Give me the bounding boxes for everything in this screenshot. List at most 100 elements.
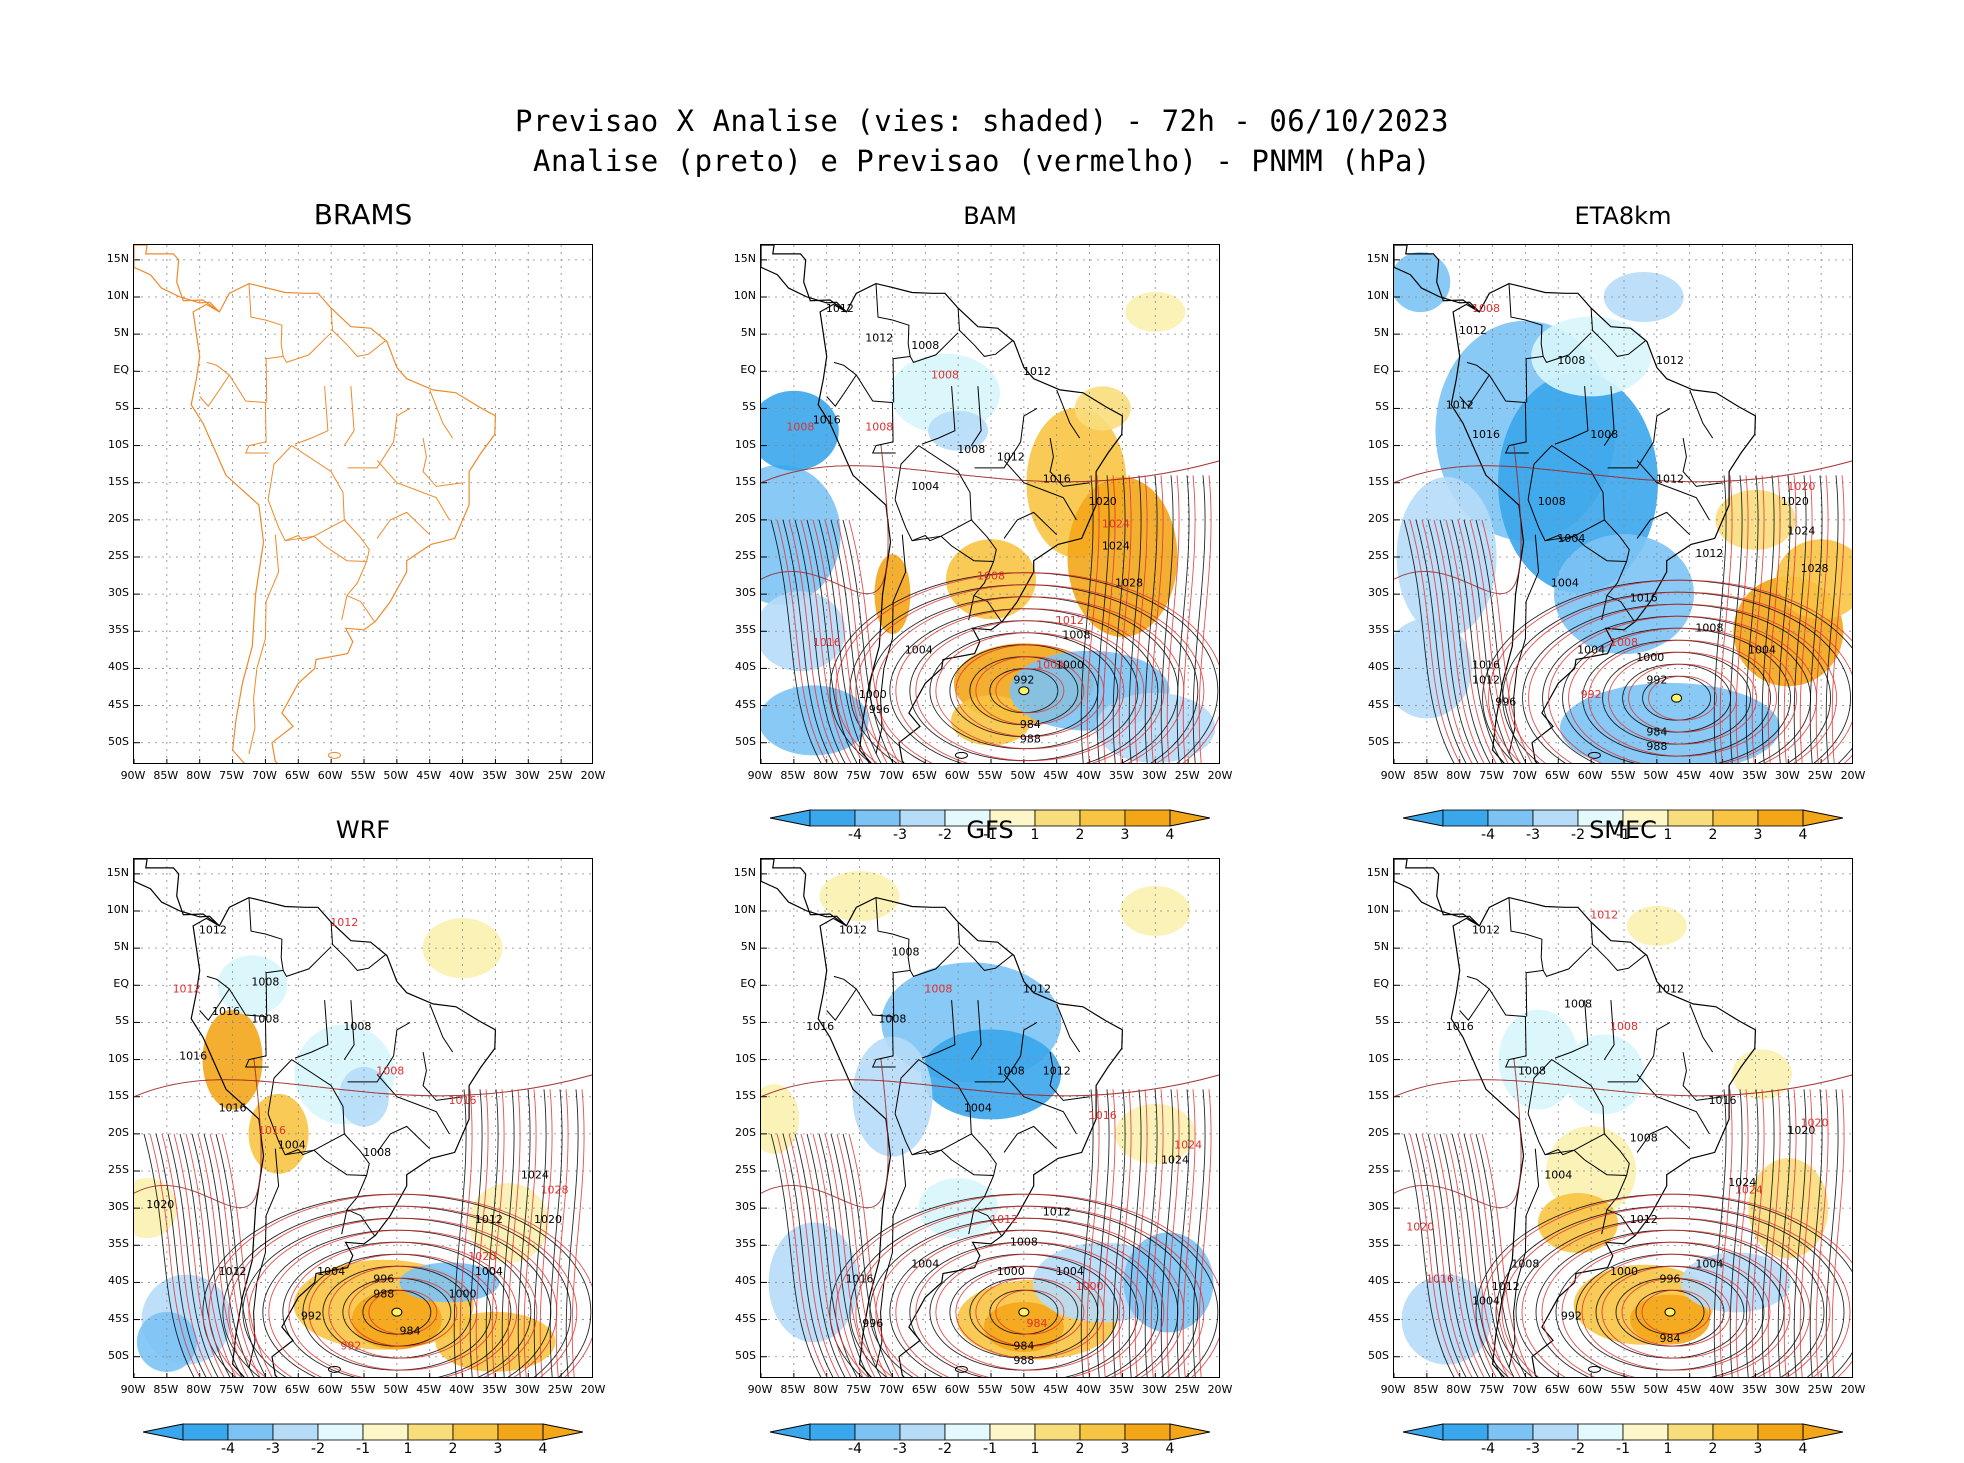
lon-tick-label: 25W (547, 769, 573, 782)
bias-shade (874, 554, 911, 635)
contour-label: 1012 (475, 1213, 503, 1226)
country-border (973, 1209, 1002, 1236)
country-border (957, 922, 1014, 971)
lon-tick-label: 90W (1380, 769, 1406, 782)
country-border (265, 332, 332, 403)
colorbar-label: -1 (356, 1441, 370, 1457)
lon-tick-label: 40W (1709, 1383, 1734, 1396)
isobar (185, 1133, 237, 1377)
graticule (134, 859, 592, 1377)
lat-tick-label: 5S (742, 1014, 756, 1028)
lon-tick-label: 80W (1446, 769, 1472, 782)
country-border (1603, 1000, 1615, 1060)
country-border (1601, 1175, 1628, 1235)
colorbar-label: -1 (1616, 1441, 1630, 1457)
country-border (422, 1052, 463, 1101)
lat-tick-label: 10S (108, 437, 129, 451)
lon-tick-label: 60W (944, 1383, 970, 1396)
isobar (348, 1277, 458, 1347)
contour-label: 1008 (931, 369, 959, 382)
country-border (911, 1148, 942, 1156)
country-border (265, 946, 332, 1017)
lon-tick-label: 85W (780, 1383, 806, 1396)
panel-title: BAM (963, 202, 1017, 230)
contour-labels: 1012 1008 1008 1008 1012 1016 1004 1008 1012 1016… (806, 923, 1202, 1367)
contour-label: 984 (400, 1324, 421, 1337)
contour-label: 1020 (1406, 1220, 1434, 1233)
lon-tick-label: 55W (977, 769, 1003, 782)
isobar (173, 1133, 225, 1377)
isobar (533, 1089, 547, 1377)
lat-tick-label: 5N (113, 940, 129, 954)
isobar (1080, 475, 1094, 763)
contour-label: 1016 (212, 1005, 240, 1018)
lon-tick-label: 30W (1774, 769, 1800, 782)
colorbar: -4 -3 -2 -1 1 2 3 4 (1402, 809, 1844, 849)
contour-label: 984 (1020, 718, 1041, 731)
isobar (1415, 1133, 1467, 1377)
lon-tick-label: 85W (153, 1383, 179, 1396)
map-eta8km: 1008 1012 1008 1012 1012 1016 1008 1008 1012 1012… (1393, 244, 1853, 764)
country-border (1544, 1148, 1575, 1156)
contour-label: 1000 (449, 1287, 477, 1300)
country-border (974, 407, 1038, 469)
country-border (347, 1021, 411, 1083)
contour-label: 984 (1660, 1332, 1681, 1345)
lon-tick-label: 55W (350, 1383, 376, 1396)
isobar (1427, 1133, 1479, 1377)
lon-tick-label: 90W (747, 769, 773, 782)
country-border (1508, 534, 1540, 755)
country-border (267, 444, 345, 542)
lon-tick-label: 65W (1544, 1383, 1570, 1396)
country-border (343, 1000, 355, 1060)
colorbar-arrow-left (769, 1423, 811, 1441)
isobar (1793, 475, 1807, 763)
country-border (1601, 561, 1628, 621)
isobar (209, 1133, 261, 1377)
lon-tick-label: 85W (153, 769, 179, 782)
colorbar-label: -3 (893, 827, 907, 843)
isobar (1488, 579, 1852, 763)
country-border (974, 1021, 1038, 1083)
contour-label: 1008 (1472, 302, 1500, 315)
lat-tick-label: 10N (1366, 289, 1389, 302)
colorbar-segment (1079, 1423, 1126, 1441)
lon-tick-label: 50W (383, 1383, 409, 1396)
contour-label: 996 (373, 1272, 394, 1285)
bias-shade (819, 871, 900, 922)
isobar (761, 1059, 889, 1209)
contour-label: 1016 (813, 636, 841, 649)
lon-tick-label: 35W (1108, 769, 1134, 782)
lon-tick-label: 20W (1207, 1383, 1233, 1396)
lon-tick-label: 50W (1010, 1383, 1036, 1396)
country-border (248, 534, 280, 755)
isobar (975, 656, 1085, 726)
panel-title: ETA8km (1574, 202, 1672, 230)
lat-tick-label: 30S (108, 586, 129, 600)
colorbar-label: -1 (983, 827, 997, 843)
isobar (1521, 1217, 1831, 1377)
isobar (1767, 1089, 1781, 1377)
isobar (782, 519, 834, 763)
isobar (836, 1133, 888, 1377)
contour-label: 1012 (1590, 908, 1618, 921)
isobar (1112, 1089, 1126, 1377)
bias-shade (983, 1302, 1064, 1352)
isobar (830, 519, 882, 763)
country-border (1636, 511, 1691, 539)
isobar (1134, 1089, 1148, 1377)
isobar (1793, 1089, 1807, 1377)
bias-shade (1125, 291, 1186, 332)
isobar (1457, 1133, 1509, 1377)
isobar (1403, 519, 1455, 763)
contour-label: 988 (1646, 740, 1667, 753)
contour-label: 1024 (1174, 1139, 1202, 1152)
isobar (1621, 1277, 1731, 1347)
contour-label: 1024 (1728, 1176, 1756, 1189)
isobar (1439, 1133, 1491, 1377)
colorbar-segment (1034, 1423, 1081, 1441)
colorbar-label: -2 (938, 1441, 952, 1457)
colorbar-segment (899, 1423, 946, 1441)
contour-label: 1000 (859, 688, 887, 701)
lon-tick-label: 20W (1207, 769, 1233, 782)
